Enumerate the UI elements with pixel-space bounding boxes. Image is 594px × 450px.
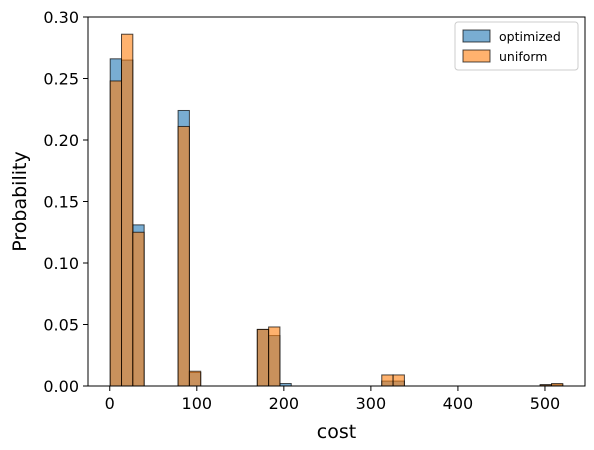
bar-uniform-7: [188, 370, 202, 387]
y-axis-label: Probability: [9, 151, 31, 251]
y-tick-label: 0.25: [43, 70, 79, 89]
x-axis-label: cost: [317, 421, 356, 443]
bar-uniform-13: [256, 328, 270, 387]
y-tick-label: 0.00: [43, 377, 79, 396]
bars-layer: [109, 33, 564, 387]
legend-swatch-optimized: [462, 29, 491, 43]
legend-label-optimized: optimized: [499, 29, 561, 44]
x-tick-label: 300: [356, 394, 387, 413]
bar-uniform-6: [177, 125, 190, 387]
bar-uniform-2: [132, 231, 145, 387]
x-tick-label: 0: [105, 394, 115, 413]
plot-frame: [87, 16, 586, 387]
x-tick-label: 400: [443, 394, 474, 413]
ticks-layer: 0 100 200 300 400 500 0.00 0.05 0.10 0.15 0.20 0.25…: [43, 8, 560, 413]
legend-swatch-uniform: [462, 49, 491, 63]
y-tick-label: 0.30: [43, 8, 79, 27]
legend-label-uniform: uniform: [499, 49, 547, 64]
y-tick-label: 0.10: [43, 254, 79, 273]
legend: optimized uniform: [454, 21, 579, 71]
bar-uniform-0: [109, 80, 123, 387]
x-tick-label: 500: [530, 394, 561, 413]
y-tick-label: 0.20: [43, 131, 79, 150]
y-tick-label: 0.05: [43, 316, 79, 335]
y-tick-label: 0.15: [43, 193, 79, 212]
bar-uniform-25: [392, 374, 405, 387]
x-tick-label: 200: [269, 394, 300, 413]
bar-uniform-14: [268, 326, 281, 387]
bar-uniform-24: [381, 374, 394, 387]
bar-uniform-1: [121, 33, 134, 387]
x-tick-label: 100: [182, 394, 213, 413]
